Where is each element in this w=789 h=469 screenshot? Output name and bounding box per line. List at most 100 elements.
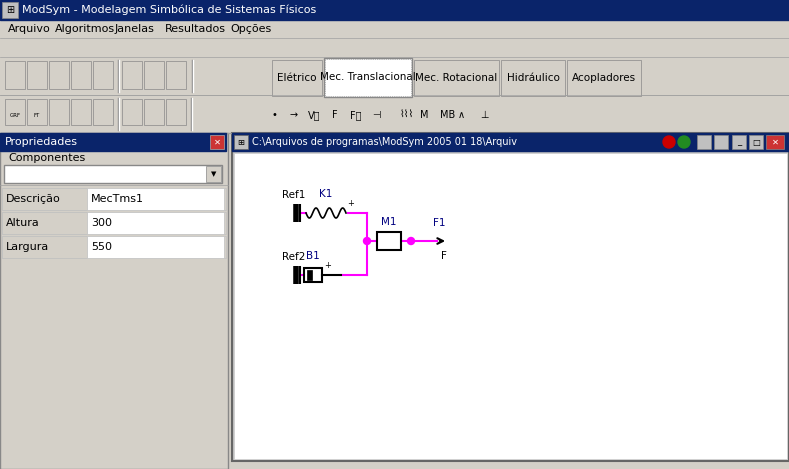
Bar [27, 99, 47, 125]
Bar [714, 135, 728, 149]
Bar [749, 135, 763, 149]
Text: Acopladores: Acopladores [572, 73, 636, 83]
Bar [2, 212, 87, 234]
Bar [0, 133, 228, 469]
Bar [122, 61, 142, 89]
Text: F1: F1 [432, 218, 445, 228]
Bar [2, 188, 87, 210]
Text: ▼: ▼ [211, 171, 217, 177]
Bar [87, 236, 224, 258]
Bar [2, 212, 226, 234]
Bar [0, 57, 789, 95]
Text: Componentes: Componentes [8, 153, 85, 163]
Text: M1: M1 [381, 217, 397, 227]
Text: 300: 300 [91, 218, 112, 228]
Bar [206, 166, 221, 182]
Bar [166, 99, 186, 125]
Bar [87, 212, 224, 234]
Text: Descrição: Descrição [6, 194, 61, 204]
Bar [732, 135, 746, 149]
Bar [2, 2, 18, 18]
Bar [0, 0, 789, 20]
Text: Ref1: Ref1 [282, 190, 305, 200]
Bar [325, 59, 411, 96]
Text: Arquivo: Arquivo [8, 24, 50, 34]
Text: FT: FT [34, 113, 40, 118]
Text: ✕: ✕ [772, 137, 779, 146]
Bar [0, 20, 789, 38]
Text: →: → [290, 110, 298, 120]
Bar [2, 236, 226, 258]
Bar [414, 60, 499, 96]
Bar [71, 99, 91, 125]
Text: Mec. Rotacional: Mec. Rotacional [415, 73, 497, 83]
Bar [5, 61, 25, 89]
Text: B1: B1 [306, 251, 320, 261]
Text: _: _ [737, 137, 741, 146]
Bar [49, 99, 69, 125]
Text: ModSym - Modelagem Simbólica de Sistemas Físicos: ModSym - Modelagem Simbólica de Sistemas… [22, 5, 316, 15]
Bar [144, 99, 164, 125]
Text: ⊣: ⊣ [372, 110, 380, 120]
Text: ⊥: ⊥ [480, 110, 488, 120]
Text: Largura: Largura [6, 242, 49, 252]
Text: ⌇⌇⌇: ⌇⌇⌇ [400, 110, 414, 120]
Text: Resultados: Resultados [165, 24, 226, 34]
Text: F: F [332, 110, 338, 120]
Text: □: □ [752, 137, 760, 146]
Text: +: + [347, 199, 354, 208]
Text: ∧: ∧ [458, 110, 466, 120]
Text: F꜀: F꜀ [350, 110, 361, 120]
Bar [232, 133, 789, 151]
Text: Hidráulico: Hidráulico [507, 73, 559, 83]
Bar [307, 270, 312, 280]
Bar [4, 165, 222, 183]
Text: M: M [420, 110, 428, 120]
Bar [0, 133, 226, 151]
Bar [324, 58, 412, 97]
Bar [210, 135, 224, 149]
Circle shape [364, 237, 371, 244]
Text: Propriedades: Propriedades [5, 137, 78, 147]
Text: Mec. Translacional: Mec. Translacional [320, 72, 416, 82]
Text: Elétrico: Elétrico [277, 73, 316, 83]
Bar [5, 99, 25, 125]
Bar [766, 135, 784, 149]
Text: Algoritmos: Algoritmos [55, 24, 115, 34]
Bar [49, 61, 69, 89]
Bar [93, 61, 113, 89]
Text: +: + [324, 261, 331, 270]
Bar [501, 60, 565, 96]
Bar [122, 99, 142, 125]
Bar [2, 236, 87, 258]
Circle shape [663, 136, 675, 148]
Text: 550: 550 [91, 242, 112, 252]
Text: GRF: GRF [9, 113, 21, 118]
Bar [93, 99, 113, 125]
Bar [27, 61, 47, 89]
Text: Altura: Altura [6, 218, 39, 228]
Bar [87, 188, 224, 210]
Text: V꜀: V꜀ [308, 110, 320, 120]
Bar [377, 232, 401, 250]
Text: Janelas: Janelas [115, 24, 155, 34]
Text: C:\Arquivos de programas\ModSym 2005 01 18\Arquiv: C:\Arquivos de programas\ModSym 2005 01 … [252, 137, 517, 147]
Text: Opções: Opções [230, 24, 271, 34]
Bar [234, 135, 248, 149]
Bar [0, 95, 789, 133]
Bar [232, 133, 789, 461]
Circle shape [678, 136, 690, 148]
Bar [2, 188, 226, 210]
Text: F: F [441, 251, 447, 261]
Text: ⊞: ⊞ [6, 5, 14, 15]
Text: •: • [272, 110, 278, 120]
Bar [272, 60, 322, 96]
Bar [71, 61, 91, 89]
Text: ⊞: ⊞ [237, 137, 245, 146]
Text: MB: MB [440, 110, 455, 120]
Text: Ref2: Ref2 [282, 252, 305, 262]
Text: ✕: ✕ [214, 137, 220, 146]
Bar [567, 60, 641, 96]
Text: MecTms1: MecTms1 [91, 194, 144, 204]
Bar [697, 135, 711, 149]
